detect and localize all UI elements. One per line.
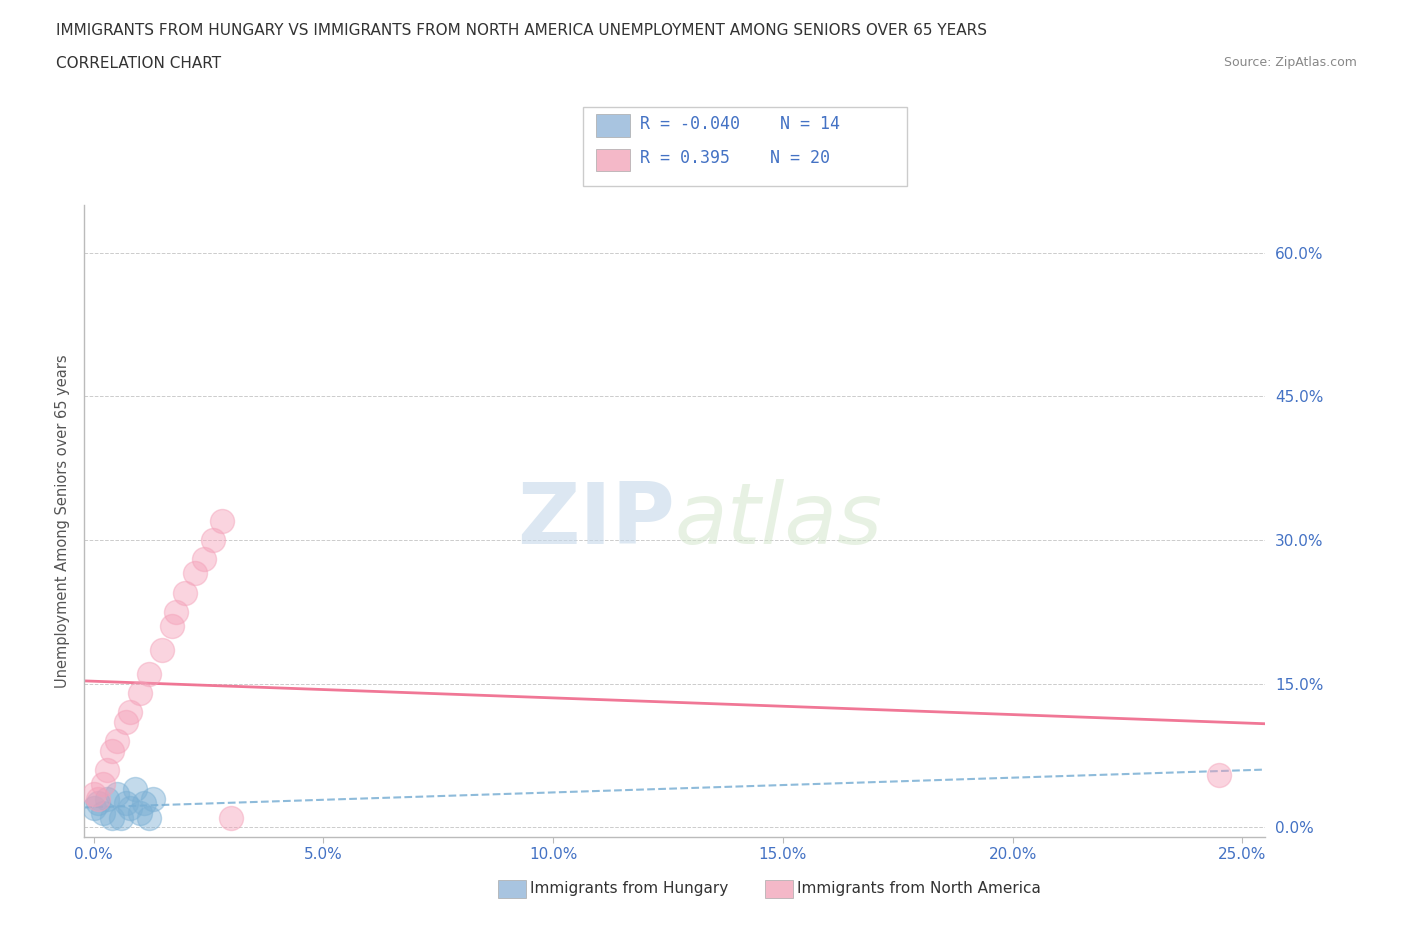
Point [105,734,128,749]
Point [183,566,205,581]
Point [96,763,118,777]
Point [87,796,110,811]
Point [142,791,165,806]
Point [91,777,114,791]
Text: R = -0.040    N = 14: R = -0.040 N = 14 [640,114,839,133]
Point [174,585,197,600]
Point [87,791,110,806]
Point [91,805,114,820]
Point [211,513,233,528]
Point [110,810,132,825]
Point [124,781,146,796]
Text: Source: ZipAtlas.com: Source: ZipAtlas.com [1223,56,1357,69]
Text: IMMIGRANTS FROM HUNGARY VS IMMIGRANTS FROM NORTH AMERICA UNEMPLOYMENT AMONG SENI: IMMIGRANTS FROM HUNGARY VS IMMIGRANTS FR… [56,23,987,38]
Text: R = 0.395    N = 20: R = 0.395 N = 20 [640,149,830,167]
Text: Immigrants from North America: Immigrants from North America [797,881,1040,896]
Point [120,705,142,720]
Point [105,787,128,802]
Point [101,810,124,825]
Point [165,604,187,619]
Point [132,796,155,811]
Y-axis label: Unemployment Among Seniors over 65 years: Unemployment Among Seniors over 65 years [55,354,70,687]
Point [114,714,136,729]
Point [152,643,174,658]
Point [193,551,215,566]
Point [160,618,183,633]
Point [221,810,243,825]
Point [96,791,118,806]
Point [138,810,160,825]
Text: Immigrants from Hungary: Immigrants from Hungary [530,881,728,896]
Point [1208,767,1230,782]
Point [83,801,105,816]
Text: CORRELATION CHART: CORRELATION CHART [56,56,221,71]
Point [83,787,105,802]
Point [101,743,124,758]
Point [138,667,160,682]
Point [202,533,225,548]
Point [128,685,150,700]
Text: ZIP: ZIP [517,479,675,563]
Point [128,805,150,820]
Text: atlas: atlas [675,479,883,563]
Point [114,796,136,811]
Point [120,801,142,816]
